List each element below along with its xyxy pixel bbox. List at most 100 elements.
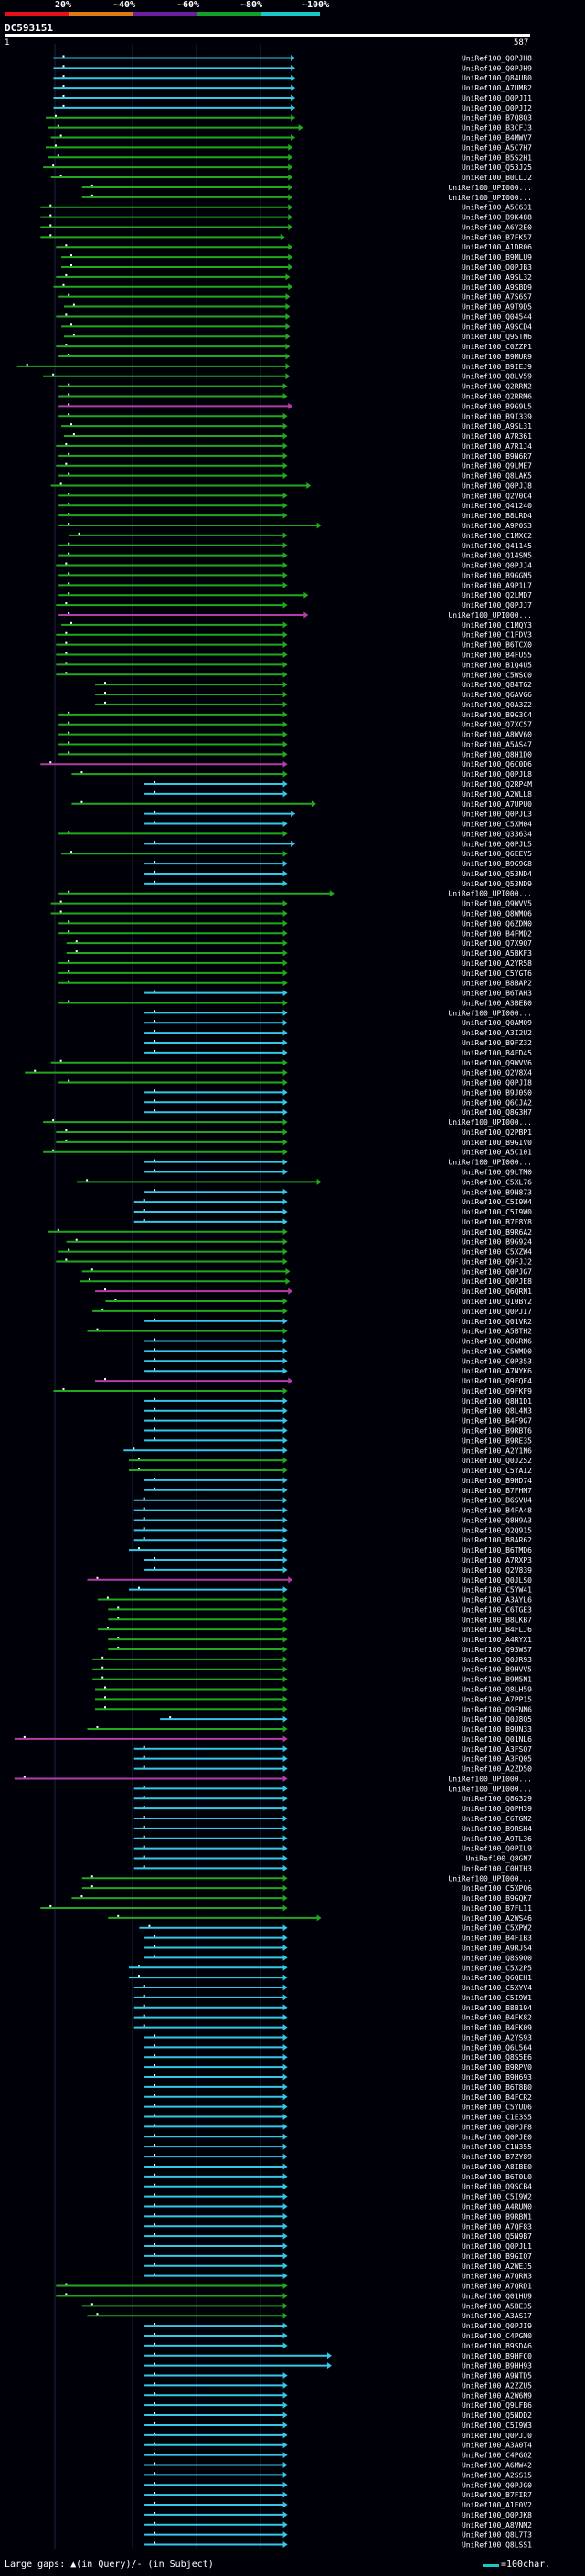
hit-arrow — [282, 2342, 288, 2349]
hit-154: UniRef100_C5YW41 — [129, 1586, 532, 1595]
hit-133: UniRef100_Q9FQF4 — [95, 1377, 532, 1385]
hit-arrow — [282, 2511, 288, 2518]
gap-marker — [80, 771, 83, 774]
hit-arrow — [282, 2381, 288, 2389]
hit-label: UniRef100_B9GGM5 — [462, 571, 532, 579]
hit-arrow — [282, 2302, 288, 2309]
hit-203: UniRef100_B9H693 — [144, 2073, 532, 2082]
hit-arrow — [282, 1139, 288, 1146]
hit-13: UniRef100_UPI000... — [81, 184, 532, 192]
hit-label: UniRef100_A3BEB0 — [462, 999, 532, 1007]
hit-161: UniRef100_Q0JR93 — [92, 1656, 532, 1664]
gap-marker — [154, 2064, 156, 2067]
hit-37: UniRef100_A9SL31 — [61, 422, 532, 430]
hit-arrow — [282, 1805, 288, 1812]
hit-label: UniRef100_Q53ND4 — [462, 870, 532, 878]
gap-marker — [68, 452, 70, 455]
gap-marker — [154, 2273, 156, 2275]
hit-7: UniRef100_B3CFJ3 — [48, 124, 532, 133]
hit-114: UniRef100_B9N873 — [144, 1188, 532, 1196]
hit-label: UniRef100_Q0JLS0 — [462, 1576, 532, 1585]
hit-83: UniRef100_Q53ND9 — [144, 880, 532, 888]
hit-79: UniRef100_Q0PJL5 — [144, 840, 532, 848]
hit-239: UniRef100_Q0PJJ0 — [144, 2432, 532, 2440]
hit-label: UniRef100_A7UPU0 — [462, 800, 532, 809]
hit-arrow — [282, 691, 288, 698]
hit-arrow — [282, 1079, 288, 1087]
hit-label: UniRef100_Q7XC57 — [462, 721, 532, 729]
gap-marker — [62, 65, 65, 68]
hit-label: UniRef100_A2ZD50 — [462, 1765, 532, 1774]
hit-label: UniRef100_B4MWV7 — [462, 134, 532, 143]
hit-18: UniRef100_B7FK57 — [40, 233, 532, 241]
hit-232: UniRef100_B9HH93 — [144, 2362, 532, 2370]
hit-22: UniRef100_A9SL32 — [56, 273, 532, 281]
hit-arrow — [282, 1874, 288, 1882]
hit-arrow — [282, 1467, 288, 1474]
gap-marker — [154, 2362, 156, 2365]
hit-label: UniRef100_B9GQK7 — [462, 1894, 532, 1903]
hit-arrow — [282, 2053, 288, 2061]
hit-arrow — [282, 1765, 288, 1773]
gap-marker — [154, 811, 156, 813]
hit-label: UniRef100_A5BKF3 — [462, 949, 532, 958]
hit-33: UniRef100_Q2RRN2 — [58, 383, 532, 391]
gap-marker — [143, 1806, 145, 1808]
hit-label: UniRef100_Q0PJG7 — [462, 1267, 532, 1276]
gap-marker — [70, 323, 73, 326]
hit-label: UniRef100_A3AS17 — [462, 2312, 532, 2320]
hit-183: UniRef100_UPI000... — [81, 1874, 532, 1882]
hit-label: UniRef100_Q01HU9 — [462, 2292, 532, 2300]
hit-145: UniRef100_B6SVU4 — [133, 1497, 532, 1505]
hit-label: UniRef100_Q41145 — [462, 542, 532, 550]
hit-186: UniRef100_B7FL11 — [40, 1904, 532, 1913]
gap-marker — [57, 1228, 59, 1231]
hit-label: UniRef100_B9R6A2 — [462, 1228, 532, 1236]
gap-marker — [75, 950, 78, 953]
hit-arrow — [282, 1248, 288, 1256]
scale-bar-cyan — [261, 12, 320, 16]
hit-152: UniRef100_Q2V839 — [144, 1566, 532, 1574]
hit-label: UniRef100_A2SS15 — [462, 2471, 532, 2479]
hit-arrow — [282, 850, 288, 857]
gap-marker — [143, 1517, 145, 1520]
hit-arrow — [291, 64, 296, 71]
hit-arrow — [282, 2133, 288, 2140]
hit-16: UniRef100_B9K488 — [40, 214, 532, 222]
gap-marker — [154, 990, 156, 992]
hit-arrow — [282, 701, 288, 708]
gap-marker — [96, 1576, 99, 1579]
gap-marker — [154, 2452, 156, 2454]
hit-label: UniRef100_Q6L564 — [462, 2043, 532, 2051]
gap-marker — [78, 532, 80, 535]
hit-arrow — [285, 313, 291, 320]
hit-label: UniRef100_C5I9W1 — [462, 1994, 532, 2002]
gap-marker — [154, 1049, 156, 1052]
hit-21: UniRef100_Q0PJB3 — [61, 263, 532, 271]
hit-label: UniRef100_A3AYL6 — [462, 1596, 532, 1605]
hit-arrow — [282, 821, 288, 828]
hit-label: UniRef100_B4FIB3 — [462, 1935, 532, 1943]
gap-marker — [154, 2521, 156, 2524]
gap-marker — [72, 334, 75, 336]
hit-label: UniRef100_A9RJS4 — [462, 1944, 532, 1952]
gap-marker — [68, 383, 70, 386]
hit-arrow — [288, 214, 293, 221]
hit-label: UniRef100_Q0PJL5 — [462, 840, 532, 848]
hit-arrow — [282, 641, 288, 649]
hit-label: UniRef100_B7FIR7 — [462, 2491, 532, 2499]
hit-242: UniRef100_A6MW42 — [144, 2461, 532, 2469]
hit-arrow — [282, 780, 288, 788]
hit-arrow — [282, 1088, 288, 1096]
hit-arrow — [282, 1845, 288, 1852]
scale-bar-red — [5, 12, 69, 16]
hit-arrow — [282, 939, 288, 947]
query-name: DC593151 — [5, 22, 53, 34]
gap-marker — [49, 1904, 52, 1907]
hit-label: UniRef100_Q9FNN6 — [462, 1705, 532, 1713]
hit-label: UniRef100_Q0PJJ0 — [462, 2432, 532, 2440]
hit-97: UniRef100_Q0AMQ9 — [144, 1019, 532, 1027]
hit-arrow — [282, 2332, 288, 2339]
gap-marker — [68, 572, 70, 575]
hit-arrow — [282, 1685, 288, 1692]
